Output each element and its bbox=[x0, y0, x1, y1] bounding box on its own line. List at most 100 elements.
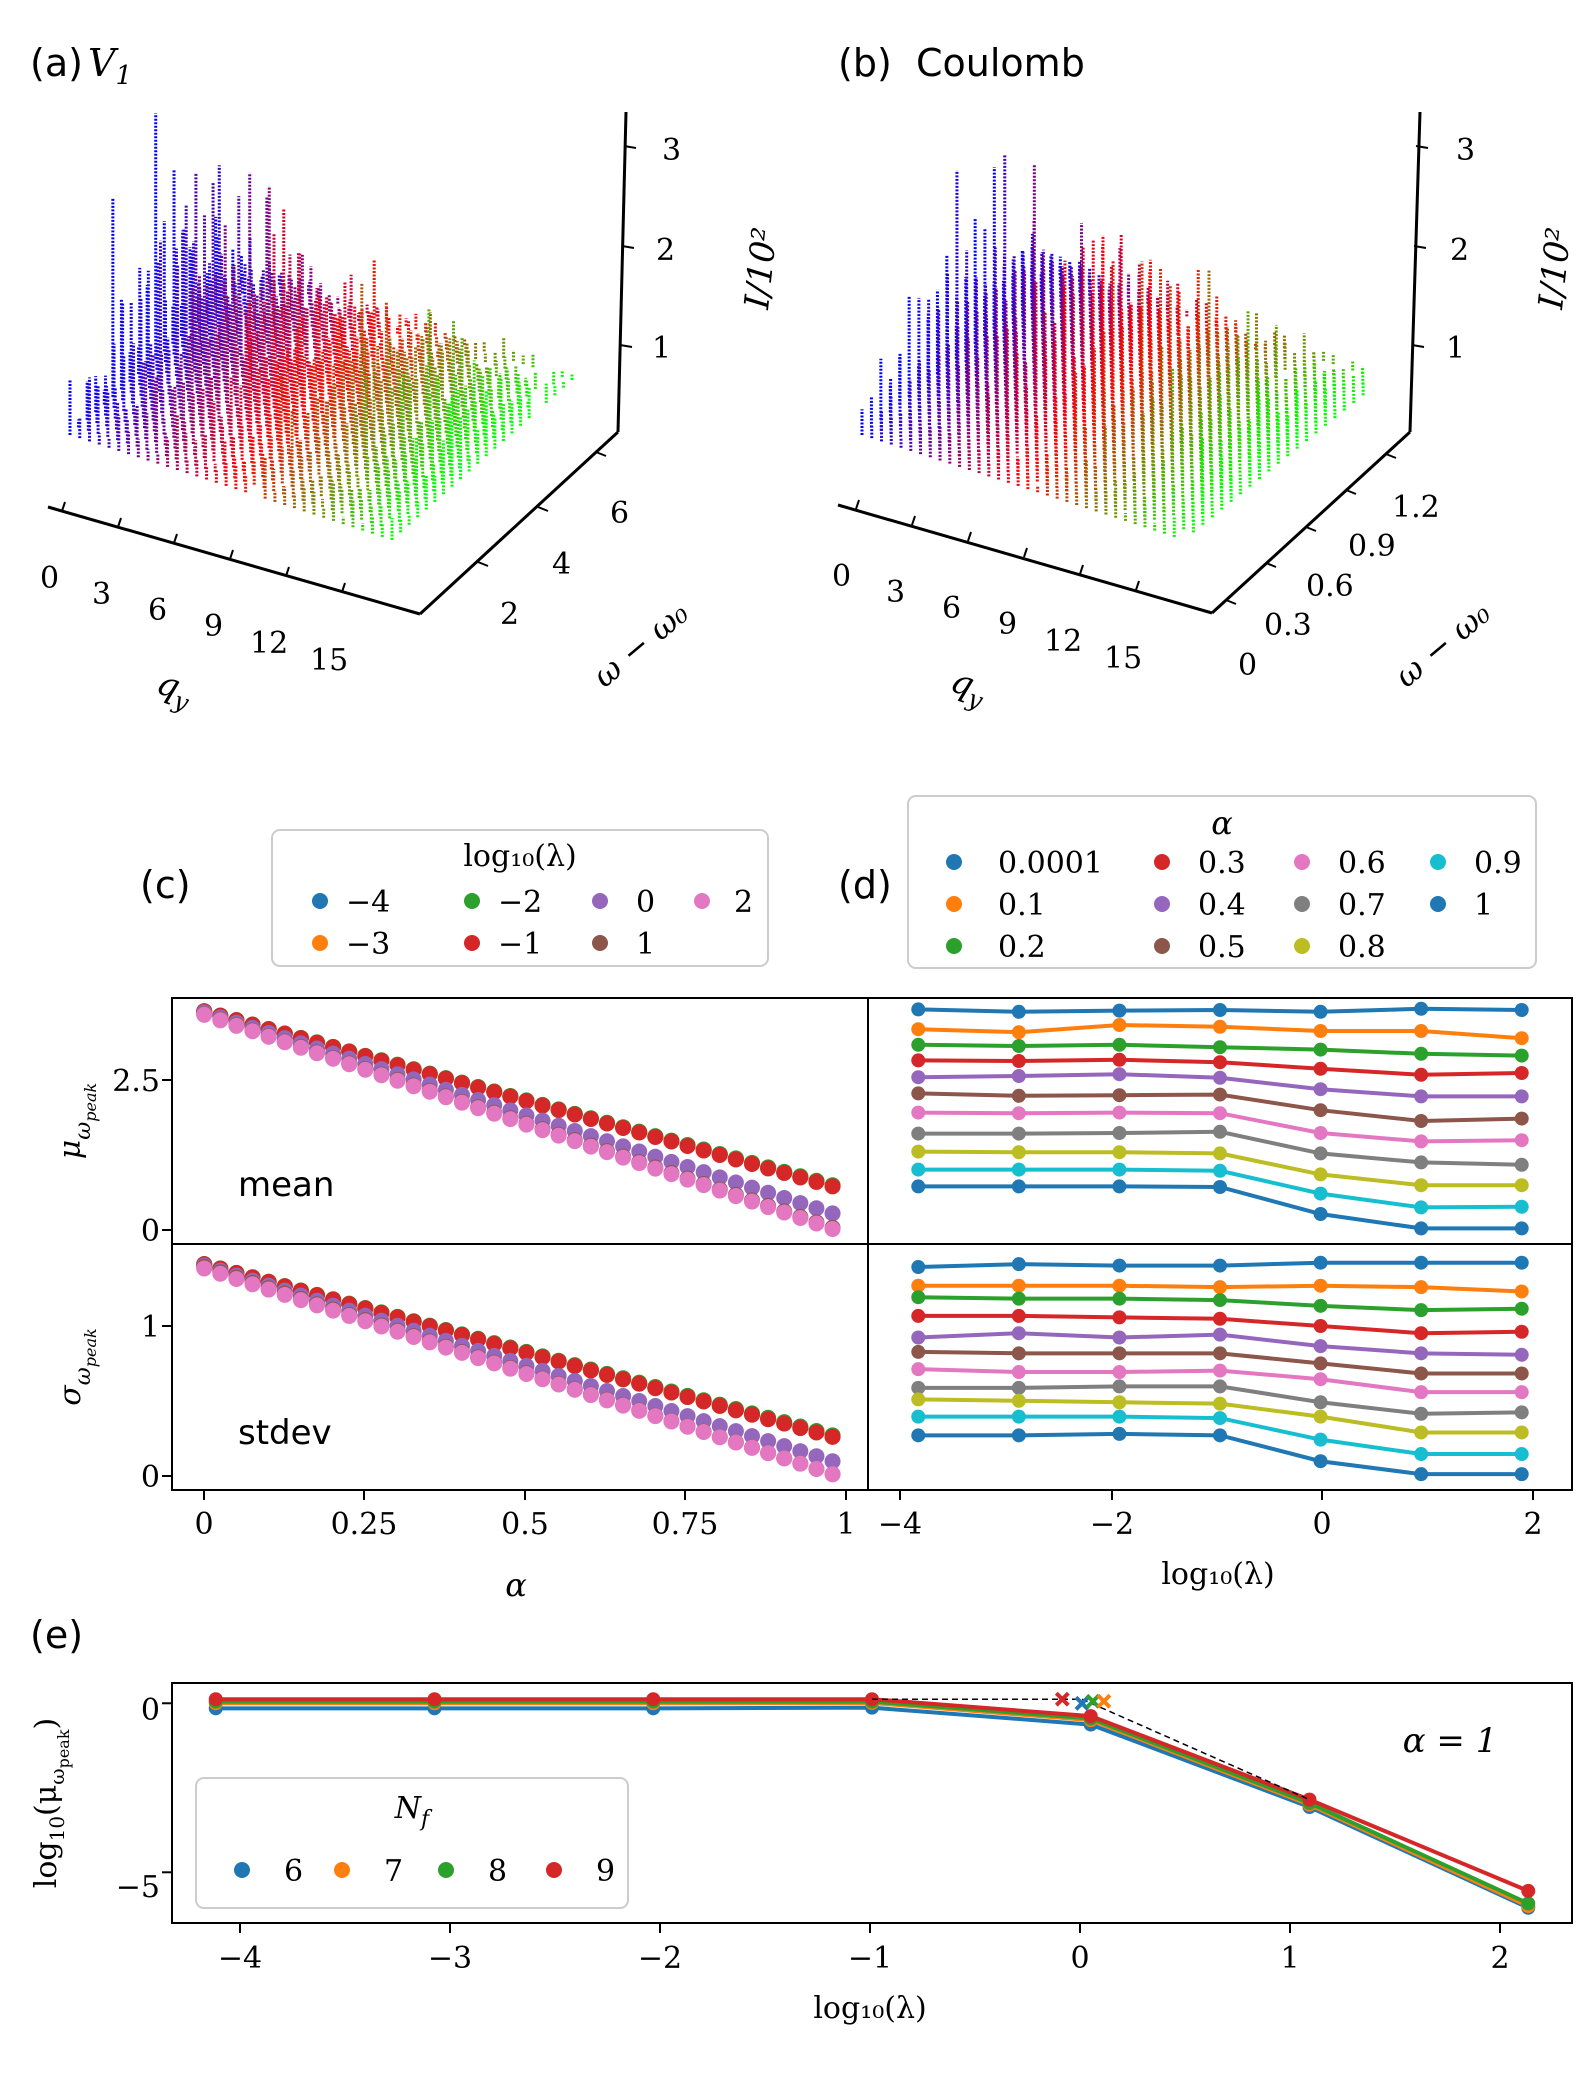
b-w-tick-2: 0.6 bbox=[1306, 569, 1354, 604]
d-legend-label-2: 0.2 bbox=[998, 930, 1046, 965]
c-stdev-ytick-1: 1 bbox=[141, 1310, 160, 1345]
c-mean-point-s6-17 bbox=[470, 1100, 487, 1117]
b-i-label: I/10² bbox=[1531, 225, 1579, 312]
d-mean-point-s2-2 bbox=[1112, 1037, 1127, 1052]
d-stdev-point-s5-4 bbox=[1313, 1356, 1328, 1371]
a-i-tick-mark-0 bbox=[619, 344, 633, 348]
d-legend-marker-10 bbox=[1430, 896, 1446, 912]
d-stdev-point-s6-0 bbox=[911, 1362, 926, 1377]
c-stdev-point-s3-25 bbox=[599, 1366, 615, 1383]
c-mean-point-s6-18 bbox=[486, 1105, 503, 1122]
d-stdev-point-s6-5 bbox=[1414, 1385, 1429, 1400]
d-mean-point-s5-6 bbox=[1514, 1111, 1529, 1126]
d-mean-point-s4-0 bbox=[911, 1070, 926, 1085]
c-mean-point-s6-34 bbox=[744, 1193, 760, 1210]
d-stdev-point-s2-6 bbox=[1514, 1301, 1529, 1316]
d-stdev-point-s4-4 bbox=[1313, 1339, 1328, 1354]
d-mean-point-s8-0 bbox=[911, 1144, 926, 1159]
c-mean-point-s3-39 bbox=[824, 1178, 841, 1195]
c-mean-point-s4-37 bbox=[792, 1195, 809, 1212]
c-stdev-point-s3-34 bbox=[744, 1406, 760, 1423]
c-stdev-point-s6-11 bbox=[373, 1318, 390, 1335]
e-point-s3-0 bbox=[208, 1692, 223, 1707]
b-i-axis bbox=[1408, 111, 1422, 433]
c-xtick-1: 0.25 bbox=[331, 1507, 398, 1542]
c-mean-ytick-1: 2.5 bbox=[112, 1064, 160, 1099]
c-stdev-point-s4-38 bbox=[808, 1448, 825, 1465]
c-mean-point-s6-25 bbox=[599, 1144, 615, 1161]
d-legend-marker-2 bbox=[946, 938, 962, 954]
c-mean-point-s3-36 bbox=[776, 1164, 793, 1181]
d-mean-point-s6-5 bbox=[1414, 1134, 1429, 1149]
b-qy-tick-mark-1 bbox=[911, 515, 916, 526]
e-dashed-guide bbox=[872, 1698, 1310, 1801]
d-stdev-point-s5-1 bbox=[1011, 1346, 1026, 1361]
d-mean-point-s4-2 bbox=[1112, 1067, 1127, 1082]
d-stdev-point-s3-1 bbox=[1011, 1308, 1026, 1323]
c-mean-ylabel: μωpeak bbox=[53, 1083, 100, 1159]
d-mean-point-s7-3 bbox=[1213, 1124, 1227, 1139]
d-legend-marker-3 bbox=[1154, 854, 1170, 870]
a-qy-tick-2: 6 bbox=[148, 593, 167, 628]
e-xtick-0: −4 bbox=[218, 1941, 262, 1976]
d-mean-point-s0-2 bbox=[1112, 1003, 1127, 1018]
d-legend-label-4: 0.4 bbox=[1198, 888, 1246, 923]
d-stdev-point-s4-5 bbox=[1414, 1346, 1429, 1361]
b-w-tick-4: 1.2 bbox=[1392, 490, 1440, 525]
c-legend-marker-6 bbox=[694, 893, 710, 909]
b-w-tick-mark-0 bbox=[1225, 599, 1237, 605]
c-stdev-point-s3-27 bbox=[631, 1375, 648, 1392]
c-legend-label-1: −3 bbox=[346, 927, 390, 962]
d-mean-point-s4-4 bbox=[1313, 1082, 1328, 1097]
b-i-tick-mark-0 bbox=[1411, 344, 1425, 348]
c-mean-point-s4-29 bbox=[663, 1153, 680, 1170]
a-qy-tick-3: 9 bbox=[204, 609, 223, 644]
e-legend-marker-3 bbox=[546, 1862, 562, 1878]
c-stdev-point-s3-32 bbox=[711, 1397, 728, 1414]
a-w-label: ω − ω₀ bbox=[585, 594, 695, 695]
d-legend-marker-6 bbox=[1294, 854, 1310, 870]
a-qy-tick-mark-4 bbox=[285, 566, 290, 577]
d-mean-point-s3-3 bbox=[1213, 1055, 1227, 1070]
panel-a-title: V1 bbox=[88, 41, 132, 91]
e-ylabel: log10(μωpeak) bbox=[29, 1718, 73, 1889]
c-stdev-point-s6-28 bbox=[647, 1408, 664, 1425]
d-stdev-point-s3-3 bbox=[1213, 1311, 1227, 1326]
b-qy-tick-1: 3 bbox=[886, 575, 905, 610]
d-mean-point-s7-6 bbox=[1514, 1157, 1529, 1172]
c-stdev-point-s6-6 bbox=[292, 1292, 309, 1309]
c-mean-point-s3-17 bbox=[470, 1079, 487, 1096]
d-stdev-point-s0-0 bbox=[911, 1260, 926, 1275]
c-stdev-point-s4-37 bbox=[792, 1443, 809, 1460]
c-stdev-point-s6-9 bbox=[341, 1307, 358, 1324]
c-stdev-point-s6-5 bbox=[276, 1286, 293, 1303]
d-stdev-point-s0-3 bbox=[1213, 1258, 1227, 1273]
c-mean-point-s3-29 bbox=[663, 1133, 680, 1150]
d-stdev-point-s5-6 bbox=[1514, 1366, 1529, 1381]
c-stdev-point-s4-39 bbox=[824, 1453, 841, 1470]
c-stdev-point-s6-13 bbox=[405, 1329, 422, 1346]
c-legend: −4 −3 −2 −1 0 1 2 bbox=[312, 885, 753, 962]
c-stdev-point-s6-12 bbox=[389, 1323, 406, 1340]
d-stdev-point-s1-6 bbox=[1514, 1284, 1529, 1299]
d-mean-point-s6-4 bbox=[1313, 1126, 1328, 1140]
d-mean-point-s7-2 bbox=[1112, 1126, 1127, 1140]
d-mean-point-s2-4 bbox=[1313, 1042, 1328, 1057]
panel-e: (e) α = 1 Nf 6 7 8 9 0 −5 −4 −3 −2 −1 0 … bbox=[29, 1613, 1573, 2026]
c-mean-point-s3-28 bbox=[647, 1128, 664, 1145]
d-stdev-point-s7-4 bbox=[1313, 1395, 1328, 1410]
d-mean-point-s10-5 bbox=[1414, 1221, 1429, 1236]
c-mean-point-s6-7 bbox=[309, 1045, 325, 1062]
c-mean-point-s3-37 bbox=[792, 1169, 809, 1186]
c-stdev-ytick-0: 0 bbox=[141, 1460, 160, 1495]
c-stdev-point-s4-34 bbox=[744, 1428, 760, 1445]
a-qy-tick-5: 15 bbox=[310, 643, 348, 678]
c-stdev-point-s6-3 bbox=[244, 1276, 261, 1293]
d-mean-point-s6-1 bbox=[1011, 1106, 1026, 1121]
c-stdev-point-s6-17 bbox=[470, 1350, 487, 1367]
c-mean-point-s4-38 bbox=[808, 1200, 825, 1217]
c-mean-point-s6-37 bbox=[792, 1210, 809, 1227]
e-xtick-3: −1 bbox=[848, 1941, 892, 1976]
d-stdev-point-s8-0 bbox=[911, 1392, 926, 1407]
